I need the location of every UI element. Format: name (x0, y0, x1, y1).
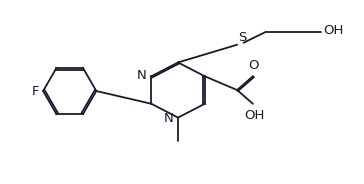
Text: N: N (163, 112, 173, 125)
Text: N: N (137, 69, 147, 82)
Text: OH: OH (245, 109, 265, 122)
Text: OH: OH (323, 24, 343, 37)
Text: F: F (32, 84, 39, 98)
Text: O: O (249, 59, 259, 72)
Text: S: S (238, 31, 246, 44)
